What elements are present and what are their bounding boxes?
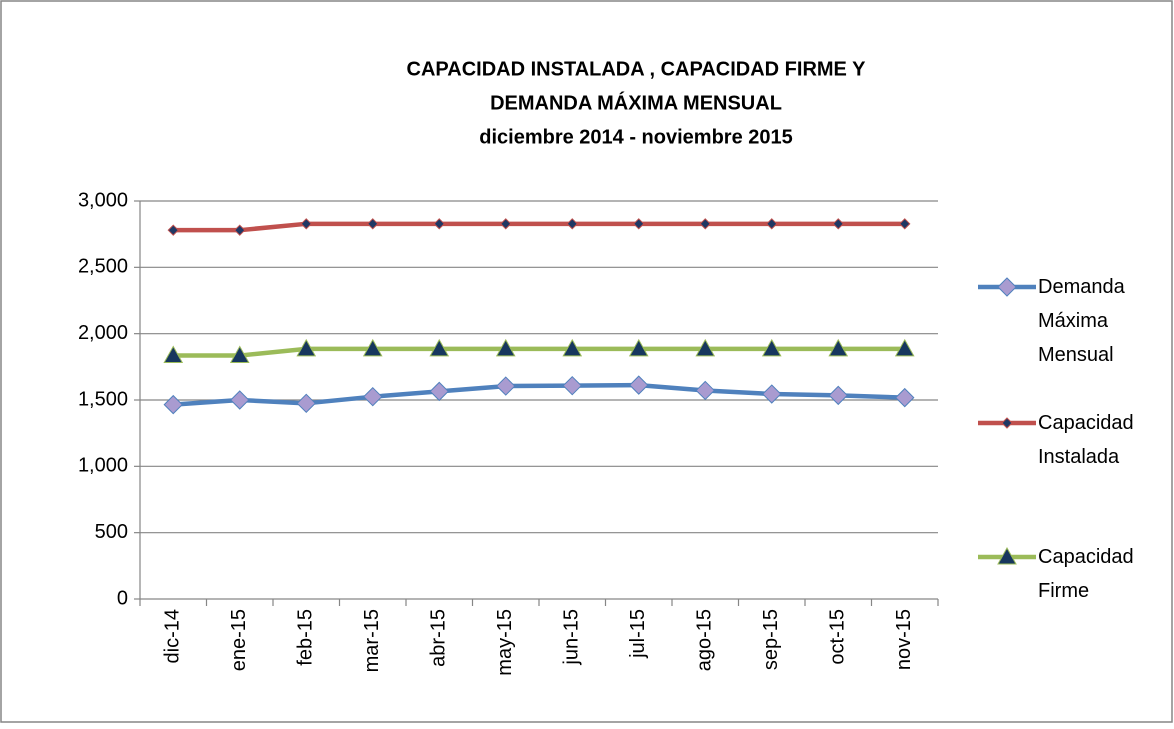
series-line [173, 346, 905, 358]
marker [362, 338, 383, 357]
y-tick-label: 3,000 [78, 189, 128, 211]
marker [163, 394, 183, 415]
legend-marker [997, 277, 1017, 297]
marker [699, 218, 711, 230]
marker [832, 218, 844, 230]
y-tick-label: 2,000 [78, 322, 128, 344]
marker [433, 218, 445, 230]
x-tick-label: jul-15 [627, 609, 649, 659]
marker [695, 380, 715, 401]
legend-entry: Demanda Máxima Mensual [1038, 276, 1125, 366]
x-tick-label: ago-15 [694, 609, 716, 671]
marker [230, 390, 250, 410]
marker [629, 375, 649, 395]
x-tick-label: nov-15 [893, 609, 915, 670]
y-tick-label: 2,500 [78, 256, 128, 278]
legend-entry: Capacidad Firme [1038, 546, 1134, 602]
marker [167, 224, 179, 236]
x-tick-label: oct-15 [827, 609, 849, 665]
y-tick-label: 1,500 [78, 388, 128, 410]
x-tick-label: feb-15 [295, 609, 317, 666]
x-tick-label: mar-15 [361, 609, 383, 672]
marker [828, 385, 848, 406]
legend-marker [997, 546, 1017, 565]
marker [500, 218, 512, 230]
marker [234, 224, 246, 236]
marker [229, 345, 250, 364]
y-tick-label: 0 [117, 587, 128, 609]
marker [495, 338, 516, 357]
marker [363, 386, 383, 407]
legend-entry: Capacidad Instalada [1038, 412, 1134, 468]
marker [429, 338, 450, 357]
marker [695, 338, 716, 357]
marker [296, 393, 316, 414]
marker [296, 338, 317, 357]
x-tick-label: jun-15 [561, 609, 583, 666]
y-tick-label: 1,000 [78, 455, 128, 477]
marker [429, 381, 449, 402]
marker [562, 338, 583, 357]
marker [633, 218, 645, 230]
legend-label: Capacidad Firme [1038, 546, 1134, 602]
x-tick-label: may-15 [494, 609, 516, 676]
marker [894, 338, 915, 357]
marker [899, 218, 911, 230]
marker [496, 376, 516, 396]
chart-title: CAPACIDAD INSTALADA , CAPACIDAD FIRME Y [407, 58, 867, 80]
x-tick-label: abr-15 [428, 609, 450, 667]
series-line [173, 221, 905, 233]
chart-title: DEMANDA MÁXIMA MENSUAL [490, 91, 782, 114]
series-line [173, 382, 905, 407]
marker [766, 218, 778, 230]
marker [300, 218, 312, 230]
x-tick-label: dic-14 [162, 609, 184, 663]
legend-label: Capacidad Instalada [1038, 412, 1134, 468]
marker [762, 384, 782, 404]
y-tick-label: 500 [95, 521, 128, 543]
x-tick-label: ene-15 [228, 609, 250, 671]
marker [895, 387, 915, 408]
legend-label: Demanda Máxima Mensual [1038, 276, 1125, 366]
marker [628, 338, 649, 357]
marker [163, 345, 184, 364]
chart-subtitle: diciembre 2014 - noviembre 2015 [479, 126, 793, 148]
marker [367, 218, 379, 230]
marker [828, 338, 849, 357]
marker [566, 218, 578, 230]
marker [761, 338, 782, 357]
legend-marker [1001, 417, 1013, 429]
marker [562, 375, 582, 396]
x-tick-label: sep-15 [760, 609, 782, 670]
